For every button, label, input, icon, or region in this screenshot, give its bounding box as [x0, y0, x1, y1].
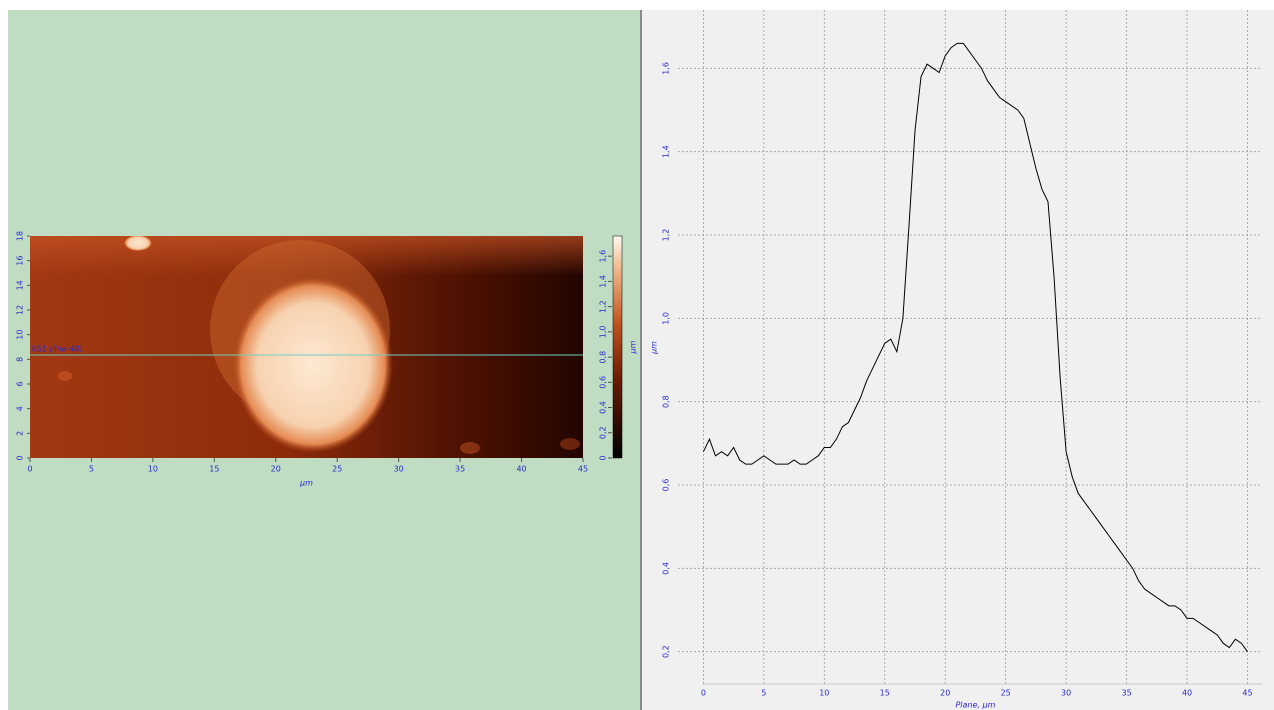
y-tick-label: 1,6: [662, 62, 671, 75]
y-tick-label: 0,4: [662, 562, 671, 575]
colorbar: [613, 236, 622, 458]
x-tick-label: 40: [516, 465, 526, 474]
x-tick-label: 45: [578, 465, 588, 474]
colorbar-tick-label: 0,8: [599, 351, 608, 364]
x-axis-label: µm: [299, 479, 313, 488]
y-tick-label: 10: [16, 330, 25, 340]
y-tick-label: 0: [16, 455, 25, 460]
y-tick-label: 8: [16, 357, 25, 362]
y-tick-label: 18: [16, 231, 25, 241]
y-tick-label: 16: [16, 256, 25, 266]
y-axis-label: µm: [650, 341, 659, 355]
colorbar-tick-label: 1,0: [599, 325, 608, 338]
colorbar-tick-label: 0,4: [599, 401, 608, 414]
x-tick-label: 5: [761, 689, 766, 698]
colorbar-tick-label: 0,2: [599, 426, 608, 439]
x-tick-label: 20: [271, 465, 281, 474]
colorbar-tick-label: 1,2: [599, 300, 608, 313]
x-axis-label: Plane, µm: [955, 701, 995, 710]
y-tick-label: 1,2: [662, 229, 671, 242]
x-tick-label: 15: [209, 465, 219, 474]
x-tick-label: 25: [332, 465, 342, 474]
colorbar-tick-label: 1,4: [599, 275, 608, 288]
cross-section-label: XS1 (line 48): [30, 345, 83, 354]
y-tick-label: 1,4: [662, 145, 671, 158]
x-tick-label: 30: [394, 465, 404, 474]
y-tick-label: 0,2: [662, 645, 671, 658]
y-tick-label: 14: [16, 280, 25, 290]
x-tick-label: 30: [1061, 689, 1071, 698]
y-tick-label: 4: [16, 406, 25, 411]
app-window: 0 5 10 15 20 25 30 35 40 45 µm 0 2 4 6 8 10 12 14 16 18 XS1 (…: [0, 0, 1274, 710]
colorbar-tick-label: 0: [599, 455, 608, 460]
colorbar-tick-label: 0,6: [599, 376, 608, 389]
x-tick-label: 10: [148, 465, 158, 474]
x-tick-label: 40: [1182, 689, 1192, 698]
x-tick-label: 35: [1121, 689, 1131, 698]
x-tick-label: 20: [940, 689, 950, 698]
x-tick-label: 0: [701, 689, 706, 698]
y-tick-label: 6: [16, 381, 25, 386]
x-tick-label: 25: [1001, 689, 1011, 698]
y-tick-label: 0,6: [662, 479, 671, 492]
x-tick-label: 45: [1242, 689, 1252, 698]
colorbar-label: µm: [629, 340, 638, 354]
afm-image: [30, 235, 583, 458]
x-tick-label: 10: [819, 689, 829, 698]
y-tick-label: 1,0: [662, 312, 671, 325]
colorbar-tick-label: 1,6: [599, 250, 608, 263]
y-tick-label: 0,8: [662, 395, 671, 408]
x-tick-label: 5: [89, 465, 94, 474]
right-panel: [642, 10, 1274, 710]
y-tick-label: 2: [16, 431, 25, 436]
x-tick-label: 0: [27, 465, 32, 474]
x-tick-label: 15: [880, 689, 890, 698]
x-tick-label: 35: [455, 465, 465, 474]
y-tick-label: 12: [16, 305, 25, 315]
